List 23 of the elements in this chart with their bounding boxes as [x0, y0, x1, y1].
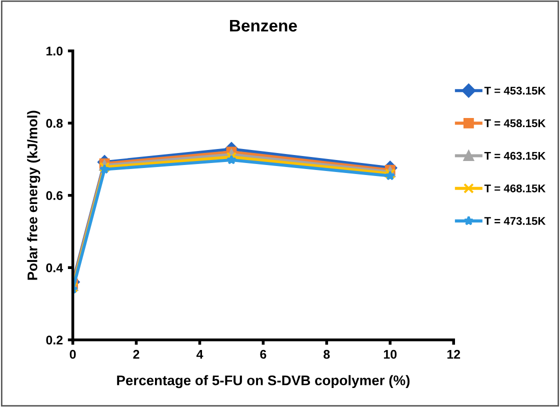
legend-label: T = 453.15K: [484, 86, 546, 95]
y-tick-label: 1.0: [46, 46, 63, 56]
x-axis-title: Percentage of 5-FU on S-DVB copolymer (%): [117, 375, 410, 388]
x-tick-label: 10: [384, 350, 397, 359]
x-tick-label: 0: [70, 350, 76, 359]
x-tick-label: 2: [133, 350, 140, 359]
y-tick-label: 0.6: [46, 191, 63, 200]
y-tick-label: 0.2: [46, 336, 63, 344]
y-tick-label: 0.8: [46, 118, 63, 128]
x-tick-label: 4: [196, 350, 204, 359]
y-axis-title: Polar free energy (kJ/mol): [27, 110, 40, 280]
x-tick-label: 6: [260, 350, 266, 359]
legend-label: T = 458.15K: [484, 119, 546, 128]
legend-label: T = 468.15K: [484, 184, 546, 192]
point: [226, 154, 236, 164]
point: [385, 170, 396, 180]
x-tick-label: 8: [324, 350, 330, 359]
chart-title: Benzene: [230, 20, 297, 32]
legend-label: T = 473.15K: [484, 217, 546, 225]
point: [100, 164, 110, 174]
legend-label: T = 463.15K: [484, 152, 546, 160]
y-tick-label: 0.4: [46, 263, 64, 272]
x-tick-label: 12: [447, 350, 460, 359]
